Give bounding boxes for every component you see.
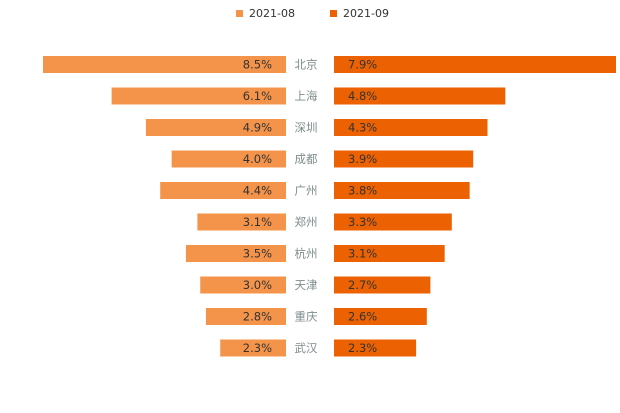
category-label-5: 郑州 — [295, 215, 318, 229]
bar-2021-09-5[interactable] — [334, 213, 452, 231]
category-label-7: 天津 — [295, 278, 318, 292]
data-label-2021-09-8: 2.6% — [348, 310, 377, 324]
data-label-2021-08-5: 3.1% — [243, 215, 272, 229]
legend-item-2021-08[interactable]: 2021-08 — [236, 5, 295, 21]
category-label-8: 重庆 — [295, 310, 318, 324]
legend-swatch-2021-08 — [236, 9, 243, 17]
category-label-3: 成都 — [295, 152, 318, 166]
legend: 2021-08 2021-09 — [0, 5, 620, 21]
data-label-2021-09-3: 3.9% — [348, 152, 377, 166]
data-label-2021-09-4: 3.8% — [348, 184, 377, 198]
data-label-2021-09-9: 2.3% — [348, 341, 377, 355]
bar-2021-09-8[interactable] — [334, 308, 427, 325]
category-label-2: 深圳 — [295, 121, 318, 135]
data-label-2021-09-5: 3.3% — [348, 215, 377, 229]
data-label-2021-09-0: 7.9% — [348, 58, 377, 72]
bar-2021-09-1[interactable] — [334, 87, 506, 105]
bar-2021-08-8[interactable] — [205, 308, 286, 325]
bar-2021-08-1[interactable] — [111, 87, 287, 105]
bar-2021-09-3[interactable] — [334, 150, 474, 168]
bar-2021-08-9[interactable] — [220, 339, 286, 357]
data-label-2021-08-8: 2.8% — [243, 310, 272, 324]
category-label-1: 上海 — [295, 89, 318, 103]
legend-label-2021-09: 2021-09 — [343, 6, 389, 20]
bar-2021-09-2[interactable] — [334, 119, 488, 136]
bar-2021-08-3[interactable] — [171, 150, 286, 168]
category-label-4: 广州 — [295, 184, 318, 198]
data-label-2021-08-2: 4.9% — [243, 121, 272, 135]
data-label-2021-08-7: 3.0% — [243, 278, 272, 292]
bar-2021-08-4[interactable] — [160, 182, 286, 199]
bar-2021-09-7[interactable] — [334, 276, 431, 294]
bar-2021-08-0[interactable] — [43, 56, 286, 73]
legend-label-2021-08: 2021-08 — [249, 6, 295, 20]
data-label-2021-09-6: 3.1% — [348, 247, 377, 261]
data-label-2021-08-0: 8.5% — [243, 58, 272, 72]
data-label-2021-08-1: 6.1% — [243, 89, 272, 103]
category-label-9: 武汉 — [295, 341, 318, 355]
bar-2021-09-6[interactable] — [334, 245, 445, 262]
bar-2021-08-6[interactable] — [185, 245, 286, 262]
data-label-2021-08-9: 2.3% — [243, 341, 272, 355]
data-label-2021-08-6: 3.5% — [243, 247, 272, 261]
data-label-2021-09-2: 4.3% — [348, 121, 377, 135]
legend-swatch-2021-09 — [330, 9, 337, 17]
category-label-0: 北京 — [295, 58, 318, 72]
legend-item-2021-09[interactable]: 2021-09 — [330, 5, 389, 21]
data-label-2021-08-4: 4.4% — [243, 184, 272, 198]
bar-2021-08-5[interactable] — [197, 213, 286, 231]
bar-2021-08-2[interactable] — [145, 119, 286, 136]
bar-2021-09-4[interactable] — [334, 182, 470, 199]
category-label-6: 杭州 — [295, 247, 318, 261]
bar-2021-09-0[interactable] — [334, 56, 616, 73]
bar-2021-08-7[interactable] — [200, 276, 286, 294]
data-label-2021-09-7: 2.7% — [348, 278, 377, 292]
data-label-2021-09-1: 4.8% — [348, 89, 377, 103]
data-label-2021-08-3: 4.0% — [243, 152, 272, 166]
bar-2021-09-9[interactable] — [334, 339, 417, 357]
